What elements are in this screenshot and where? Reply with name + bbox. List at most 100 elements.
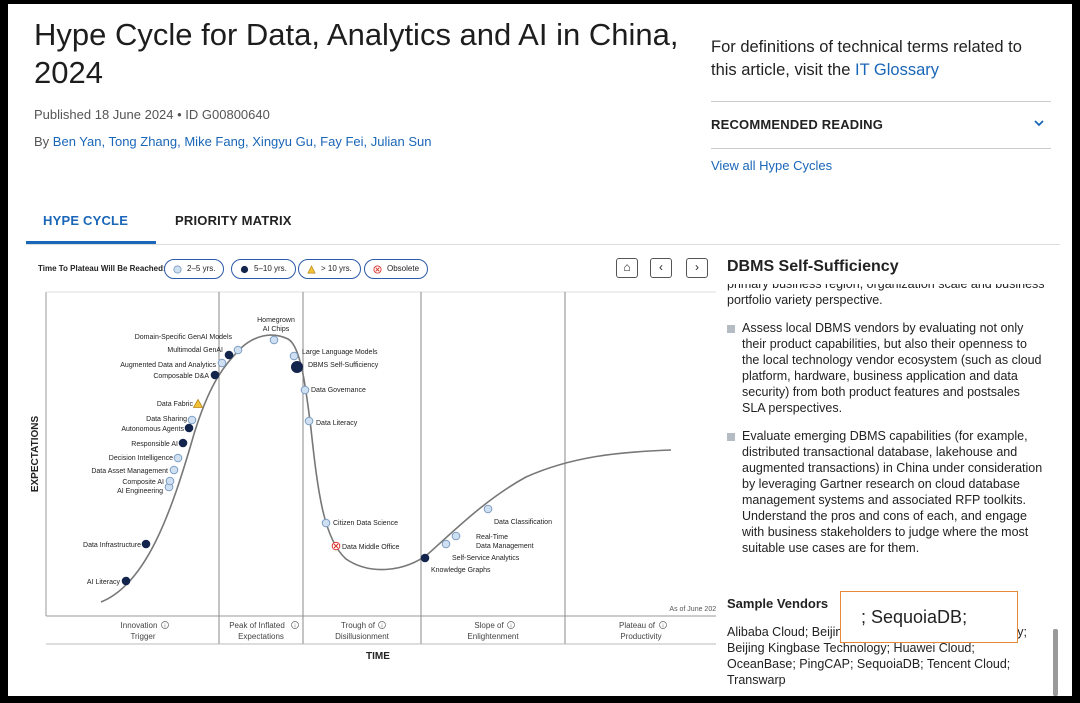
chevron-down-icon[interactable] xyxy=(1031,115,1047,131)
recommended-reading-toggle[interactable]: RECOMMENDED READING xyxy=(711,101,1051,149)
svg-text:i: i xyxy=(164,623,165,629)
point-marker xyxy=(420,553,430,563)
phase-label: Productivity xyxy=(620,632,661,641)
published-meta: Published 18 June 2024 • ID G00800640 xyxy=(34,107,270,122)
point-marker xyxy=(187,415,197,425)
point-label: Data Asset Management xyxy=(91,468,168,475)
point-label: Composable D&A xyxy=(153,373,209,380)
sample-vendors-heading: Sample Vendors xyxy=(727,596,829,611)
phase-label: Slope of xyxy=(474,621,504,630)
obsolete-x-mark xyxy=(333,543,339,549)
point-marker xyxy=(269,335,279,345)
legend-item-label: > 10 yrs. xyxy=(321,264,352,273)
next-button[interactable]: › xyxy=(686,258,708,278)
hype-curve xyxy=(100,334,672,603)
svg-text:i: i xyxy=(510,623,511,629)
glossary-text: For definitions of technical terms relat… xyxy=(711,38,1022,79)
previous-button[interactable]: ‹ xyxy=(650,258,672,278)
scrollbar[interactable] xyxy=(1053,629,1058,696)
point-label: Data Fabric xyxy=(157,401,194,408)
svg-text:i: i xyxy=(294,623,295,629)
point-label: AI Chips xyxy=(263,326,290,333)
detail-bullet: Assess local DBMS vendors by evaluating … xyxy=(727,320,1045,416)
point-marker xyxy=(451,531,461,541)
legend-2-5-yrs[interactable]: 2–5 yrs. xyxy=(164,259,225,279)
point-label: Citizen Data Science xyxy=(333,520,398,527)
point-marker xyxy=(173,453,183,463)
point-marker xyxy=(217,358,227,368)
point-marker xyxy=(304,416,314,426)
authors-links[interactable]: Ben Yan, Tong Zhang, Mike Fang, Xingyu G… xyxy=(52,134,432,149)
point-marker xyxy=(289,351,299,361)
view-all-hype-cycles-link[interactable]: View all Hype Cycles xyxy=(711,158,833,173)
point-label: Composite AI xyxy=(122,479,164,486)
point-label: Decision Intelligence xyxy=(109,455,173,462)
chart-points xyxy=(121,335,493,586)
phase-label: Expectations xyxy=(238,632,284,641)
home-button[interactable]: ⌂ xyxy=(616,258,638,278)
detail-title: DBMS Self-Sufficiency xyxy=(727,258,899,275)
phase-label: Plateau of xyxy=(619,621,656,630)
point-label: Data Management xyxy=(476,543,534,550)
chart-labels: AI Literacy Data Infrastructure AI Enginee… xyxy=(83,317,552,586)
point-marker xyxy=(483,504,493,514)
legend-item-label: Obsolete xyxy=(387,264,420,273)
info-icon: i xyxy=(291,621,299,629)
point-label: Data Classification xyxy=(494,519,552,526)
phase-label: Disillusionment xyxy=(335,632,390,641)
point-label: Homegrown xyxy=(257,317,295,324)
tab-priority-matrix[interactable]: PRIORITY MATRIX xyxy=(175,213,292,228)
legend-item-label: 5–10 yrs. xyxy=(254,264,287,273)
point-label: Data Infrastructure xyxy=(83,542,141,549)
authors-line: By Ben Yan, Tong Zhang, Mike Fang, Xingy… xyxy=(34,134,431,149)
legend-item-label: 2–5 yrs. xyxy=(187,264,216,273)
point-marker xyxy=(178,438,188,448)
point-label: Multimodal GenAI xyxy=(167,347,223,354)
point-label: AI Engineering xyxy=(117,488,163,495)
point-marker xyxy=(210,370,220,380)
glossary-link[interactable]: IT Glossary xyxy=(854,61,940,79)
point-label: Data Middle Office xyxy=(342,544,400,551)
point-marker xyxy=(169,465,179,475)
phase-label: Trigger xyxy=(130,632,155,641)
point-marker xyxy=(165,476,175,486)
point-label: Data Governance xyxy=(311,387,366,394)
svg-text:i: i xyxy=(662,623,663,629)
point-label: Real-Time xyxy=(476,534,508,541)
phase-label: Trough of xyxy=(341,621,376,630)
point-marker xyxy=(121,576,131,586)
point-label: Data Literacy xyxy=(316,420,358,427)
phase-label: Enlightenment xyxy=(467,632,519,641)
legend-obsolete[interactable]: Obsolete xyxy=(364,259,429,279)
info-icon: i xyxy=(378,621,386,629)
legend-label: Time To Plateau Will Be Reached: xyxy=(38,264,166,273)
tab-bar: HYPE CYCLE PRIORITY MATRIX xyxy=(26,204,1060,245)
obsolete-x-icon xyxy=(373,265,382,274)
tab-hype-cycle[interactable]: HYPE CYCLE xyxy=(43,213,129,228)
light-circle-icon xyxy=(173,265,182,274)
legend-over-10-yrs[interactable]: > 10 yrs. xyxy=(298,259,361,279)
point-label: Data Sharing xyxy=(146,416,187,423)
point-marker xyxy=(224,350,234,360)
point-marker xyxy=(233,345,243,355)
article-page: Hype Cycle for Data, Analytics and AI in… xyxy=(8,4,1072,696)
detail-cutoff-text: primary business region, organization sc… xyxy=(727,284,1045,307)
detail-scroll-panel[interactable]: primary business region, organization sc… xyxy=(727,284,1045,584)
info-icon: i xyxy=(507,621,515,629)
point-label: Augmented Data and Analytics xyxy=(120,362,216,369)
phase-label: Innovation xyxy=(121,621,158,630)
chart-frame: EXPECTATIONS TIME As of June 2024 Innovatio… xyxy=(30,291,716,662)
page-title: Hype Cycle for Data, Analytics and AI in… xyxy=(34,17,679,90)
point-label: Large Language Models xyxy=(302,349,378,356)
legend-5-10-yrs[interactable]: 5–10 yrs. xyxy=(231,259,296,279)
info-icon: i xyxy=(659,621,667,629)
dark-circle-icon xyxy=(240,265,249,274)
hype-curve-path xyxy=(100,334,672,603)
point-label: Self-Service Analytics xyxy=(452,555,520,562)
point-label: Autonomous Agents xyxy=(121,426,184,433)
zoom-popup: ; SequoiaDB; xyxy=(840,591,1018,643)
point-marker-triangle xyxy=(192,398,204,408)
point-marker xyxy=(300,385,310,395)
glossary-note: For definitions of technical terms relat… xyxy=(711,36,1051,82)
active-tab-indicator xyxy=(26,241,156,244)
